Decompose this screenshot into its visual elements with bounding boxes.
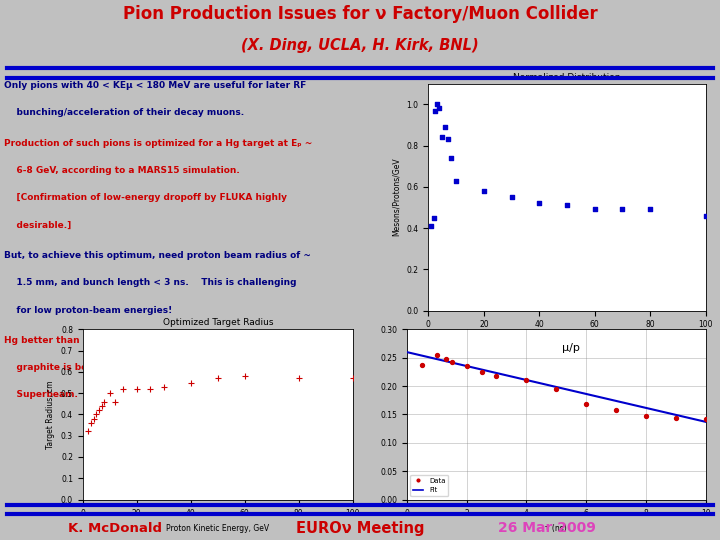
Point xyxy=(562,201,573,210)
Text: Pion Production Issues for ν Factory/Muon Collider: Pion Production Issues for ν Factory/Muo… xyxy=(122,5,598,23)
Point xyxy=(94,406,105,415)
Y-axis label: Target Radius, cm: Target Radius, cm xyxy=(46,380,55,449)
Point xyxy=(700,415,711,423)
Text: But, to achieve this optimum, need proton beam radius of ~: But, to achieve this optimum, need proto… xyxy=(4,251,310,260)
Text: 6-8 GeV, according to a MARS15 simulation.: 6-8 GeV, according to a MARS15 simulatio… xyxy=(4,166,239,175)
Point xyxy=(185,378,197,387)
Y-axis label: Mesons/Protons/GeV: Mesons/Protons/GeV xyxy=(392,158,401,237)
Point xyxy=(131,384,143,393)
Text: μ/p: μ/p xyxy=(562,343,580,353)
Point xyxy=(91,410,102,419)
Text: Only pions with 40 < KEμ < 180 MeV are useful for later RF: Only pions with 40 < KEμ < 180 MeV are u… xyxy=(4,81,306,90)
Point xyxy=(491,372,503,380)
Point xyxy=(521,376,532,384)
Point xyxy=(104,389,115,397)
Point xyxy=(476,368,487,376)
Point xyxy=(445,153,456,162)
Point xyxy=(426,221,437,230)
Point xyxy=(99,397,110,406)
Point xyxy=(347,374,359,383)
Point xyxy=(580,400,592,409)
Text: bunching/acceleration of their decay muons.: bunching/acceleration of their decay muo… xyxy=(4,109,244,117)
Text: K. McDonald: K. McDonald xyxy=(68,522,162,535)
Point xyxy=(433,104,445,113)
Point xyxy=(439,123,451,131)
Text: Hg better than graphite in producing low-energy pions, while: Hg better than graphite in producing low… xyxy=(4,336,318,345)
Point xyxy=(451,176,462,185)
Point xyxy=(117,384,129,393)
Point xyxy=(85,418,96,427)
Text: Superbeam.: Superbeam. xyxy=(4,390,78,400)
Point xyxy=(293,374,305,383)
Point xyxy=(534,199,545,207)
Text: Production of such pions is optimized for a Hg target at Eₚ ~: Production of such pions is optimized fo… xyxy=(4,139,312,147)
Point xyxy=(644,205,656,214)
Point xyxy=(431,100,443,109)
Point xyxy=(109,397,121,406)
Point xyxy=(436,133,448,141)
Point xyxy=(212,374,224,383)
Point xyxy=(617,205,629,214)
Point xyxy=(440,355,451,363)
Text: 26 Mar 2009: 26 Mar 2009 xyxy=(498,521,596,535)
Title: Normalized Distribution: Normalized Distribution xyxy=(513,72,621,82)
X-axis label: Proton Kinetic Energy, GeV: Proton Kinetic Energy, GeV xyxy=(516,335,618,344)
Point xyxy=(478,187,490,195)
Point xyxy=(640,411,652,420)
Point xyxy=(461,362,472,370)
Point xyxy=(442,135,454,144)
Text: [Confirmation of low-energy dropoff by FLUKA highly: [Confirmation of low-energy dropoff by F… xyxy=(4,193,287,202)
Legend: Data, Fit: Data, Fit xyxy=(410,475,449,496)
Point xyxy=(505,193,517,201)
Point xyxy=(611,406,622,414)
Point xyxy=(551,384,562,393)
Title: Optimized Target Radius: Optimized Target Radius xyxy=(163,318,273,327)
Point xyxy=(83,427,94,436)
Text: 1.5 mm, and bunch length < 3 ns.    This is challenging: 1.5 mm, and bunch length < 3 ns. This is… xyxy=(4,278,296,287)
Point xyxy=(88,414,99,423)
Point xyxy=(430,106,441,115)
Point xyxy=(431,350,442,359)
Point xyxy=(96,402,107,410)
Point xyxy=(158,382,170,391)
Point xyxy=(145,384,156,393)
Point xyxy=(670,414,682,423)
Point xyxy=(700,211,711,220)
Point xyxy=(416,361,428,369)
Text: graphite is better for higher energy pions as for a: graphite is better for higher energy pio… xyxy=(4,363,271,372)
Text: desirable.]: desirable.] xyxy=(4,220,71,230)
Point xyxy=(428,213,440,222)
X-axis label: Proton Kinetic Energy, GeV: Proton Kinetic Energy, GeV xyxy=(166,524,269,533)
X-axis label: τ (ns): τ (ns) xyxy=(545,524,567,533)
Point xyxy=(239,372,251,381)
Text: for low proton-beam energies!: for low proton-beam energies! xyxy=(4,306,172,314)
Point xyxy=(446,358,457,367)
Point xyxy=(589,205,600,214)
Text: (X. Ding, UCLA, H. Kirk, BNL): (X. Ding, UCLA, H. Kirk, BNL) xyxy=(241,38,479,52)
Text: EUROν Meeting: EUROν Meeting xyxy=(296,521,424,536)
